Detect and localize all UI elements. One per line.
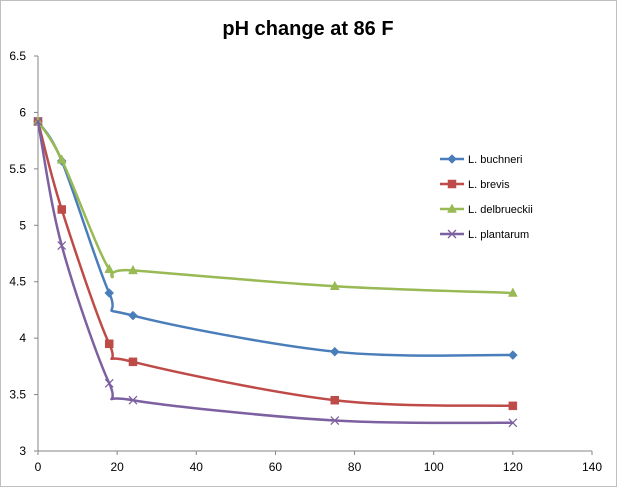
- x-tick-label: 40: [190, 460, 204, 474]
- y-tick-label: 6.5: [9, 49, 26, 63]
- data-point: [508, 401, 518, 411]
- legend: L. buchneri L. brevis L. delbrueckii L. pla…: [440, 154, 533, 241]
- data-point: [507, 287, 518, 297]
- data-point: [128, 310, 138, 321]
- y-tick-label: 6: [19, 105, 26, 119]
- series-3: [33, 115, 518, 297]
- data-point: [104, 288, 115, 298]
- x-tick-label: 0: [35, 460, 42, 474]
- data-point: [128, 264, 138, 275]
- y-tick-label: 4: [19, 331, 26, 345]
- data-point: [329, 346, 340, 357]
- y-tick-label: 5.5: [9, 162, 26, 176]
- legend-label: L. buchneri: [468, 154, 522, 166]
- x-tick-label: 80: [348, 460, 362, 474]
- x-tick-label: 140: [582, 460, 602, 474]
- data-point: [57, 205, 66, 214]
- legend-entry: L. brevis: [440, 179, 510, 191]
- data-point: [508, 350, 518, 360]
- data-point: [104, 263, 115, 274]
- x-tick-label: 120: [503, 460, 523, 474]
- series-1: [33, 116, 518, 360]
- data-point: [330, 395, 340, 405]
- series-line: [36, 121, 513, 425]
- series-4: [33, 116, 518, 428]
- data-point: [56, 154, 67, 164]
- x-tick-label: 20: [110, 460, 124, 474]
- chart-title: pH change at 86 F: [222, 18, 393, 40]
- data-point: [104, 378, 114, 388]
- data-point: [128, 357, 138, 367]
- data-point: [508, 418, 518, 428]
- series-line: [36, 121, 513, 408]
- data-point: [128, 395, 138, 405]
- legend-marker: [447, 203, 457, 213]
- data-point: [33, 116, 43, 126]
- legend-label: L. brevis: [468, 179, 510, 191]
- legend-label: L. delbrueckii: [468, 204, 533, 216]
- legend-entry: L. plantarum: [440, 229, 529, 241]
- data-point: [330, 416, 340, 425]
- x-tick-label: 60: [269, 460, 283, 474]
- legend-label: L. plantarum: [468, 229, 529, 241]
- plot-area: [33, 115, 518, 428]
- x-tick-label: 100: [424, 460, 444, 474]
- legend-entry: L. buchneri: [440, 154, 522, 166]
- data-point: [329, 280, 340, 290]
- y-tick-label: 5: [19, 218, 26, 232]
- y-tick-label: 4.5: [9, 275, 26, 289]
- y-tick-label: 3: [19, 444, 26, 458]
- legend-entry: L. delbrueckii: [440, 203, 533, 216]
- legend-marker: [447, 229, 457, 239]
- series-line: [36, 120, 513, 357]
- y-tick-label: 3.5: [9, 388, 26, 402]
- data-point: [57, 241, 67, 251]
- legend-marker: [447, 179, 457, 189]
- data-point: [104, 339, 114, 349]
- legend-marker: [447, 154, 457, 164]
